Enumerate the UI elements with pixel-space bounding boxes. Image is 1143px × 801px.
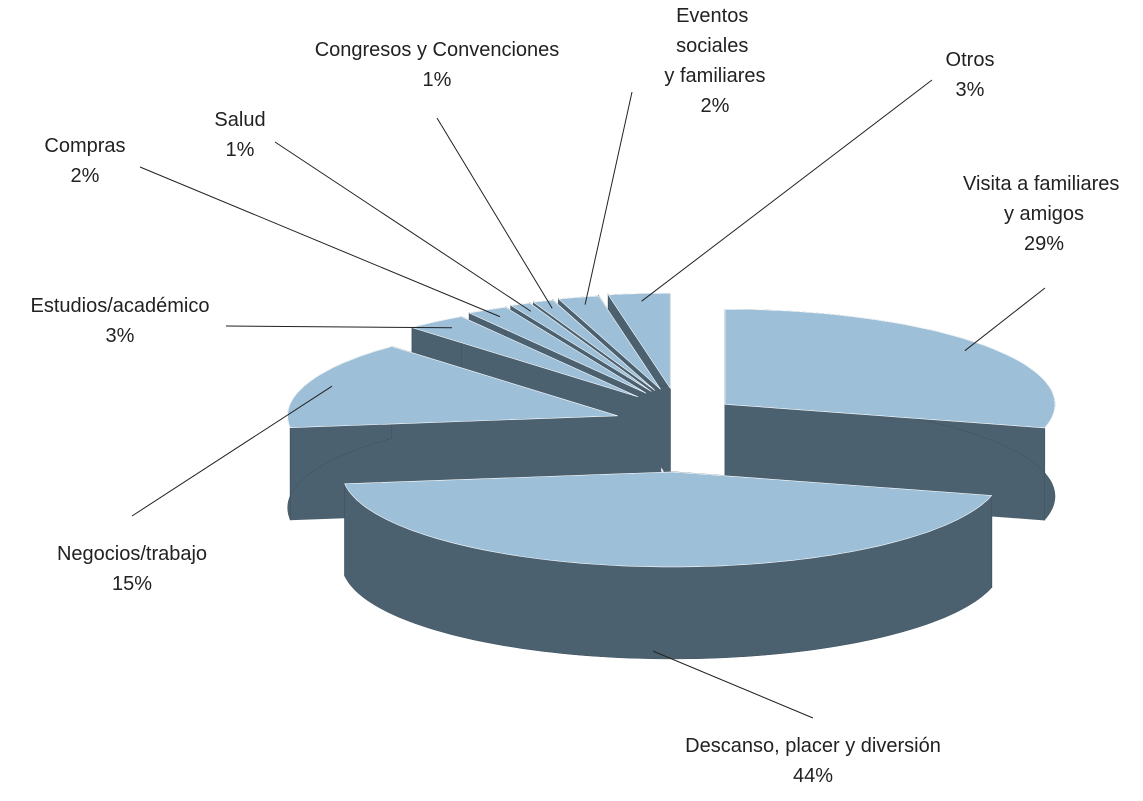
slice-label: Visita a familiares y amigos bbox=[963, 173, 1125, 225]
slice-label: Compras bbox=[44, 135, 125, 157]
leader-line bbox=[139, 166, 501, 318]
slice-label: Descanso, placer y diversión bbox=[685, 735, 941, 757]
slice-value-label: 2% bbox=[71, 165, 100, 187]
leader-line bbox=[225, 325, 452, 329]
slice-top bbox=[411, 316, 639, 398]
slice-label: Congresos y Convenciones bbox=[315, 39, 560, 61]
leader-line bbox=[274, 141, 532, 312]
leader-line bbox=[436, 117, 553, 309]
slice-value-label: 1% bbox=[226, 139, 255, 161]
leader-line bbox=[641, 79, 933, 302]
leader-line bbox=[652, 650, 814, 719]
slice-value-label: 15% bbox=[112, 573, 152, 595]
slice-label: Otros bbox=[946, 49, 995, 71]
slice-top bbox=[724, 309, 1056, 429]
slice-value-label: 1% bbox=[423, 69, 452, 91]
slice-top bbox=[468, 306, 647, 394]
leader-line bbox=[131, 385, 333, 517]
slice-top bbox=[607, 292, 671, 390]
slice-value-label: 44% bbox=[793, 765, 833, 787]
slice-value-label: 3% bbox=[106, 325, 135, 347]
slice-top bbox=[557, 295, 661, 390]
slice-label: Estudios/académico bbox=[31, 295, 210, 317]
slice-top bbox=[532, 299, 656, 391]
slice-label: Eventos sociales y familiares bbox=[664, 5, 765, 87]
leader-line bbox=[584, 91, 633, 305]
slice bbox=[344, 471, 993, 660]
slice-value-label: 2% bbox=[701, 95, 730, 117]
slice-label: Salud bbox=[214, 109, 265, 131]
slice-value-label: 3% bbox=[956, 79, 985, 101]
slice-label: Negocios/trabajo bbox=[57, 543, 207, 565]
leader-line bbox=[964, 287, 1046, 352]
slice-value-label: 29% bbox=[1024, 233, 1064, 255]
slice-top bbox=[344, 471, 993, 568]
